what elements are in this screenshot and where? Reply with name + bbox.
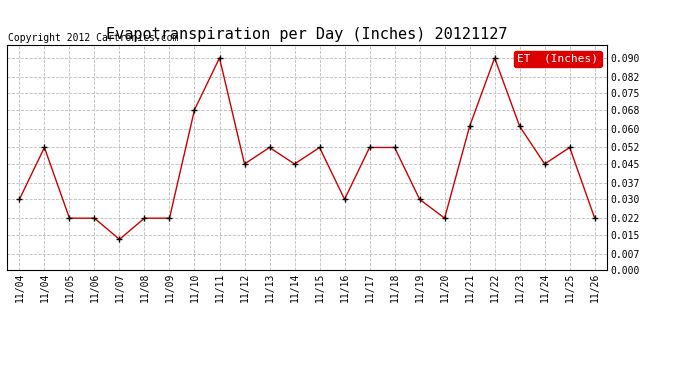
- Title: Evapotranspiration per Day (Inches) 20121127: Evapotranspiration per Day (Inches) 2012…: [106, 27, 508, 42]
- Text: Copyright 2012 Cartronics.com: Copyright 2012 Cartronics.com: [8, 33, 179, 43]
- Legend: ET  (Inches): ET (Inches): [514, 51, 602, 67]
